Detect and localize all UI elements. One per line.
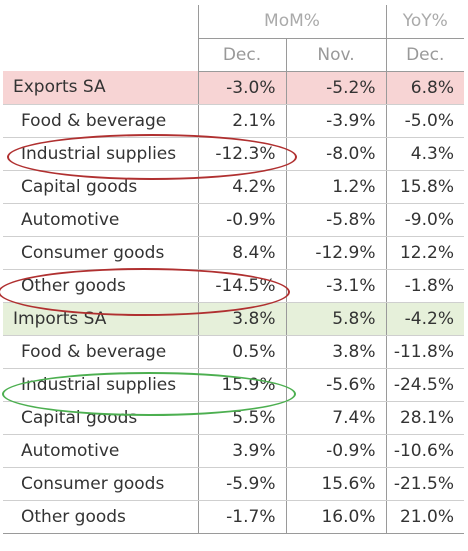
cell-yoy-dec: -21.5% [386, 467, 464, 501]
table-row: Industrial supplies -12.3% -8.0% 4.3% [3, 137, 464, 171]
row-label: Consumer goods [3, 236, 199, 270]
cell-yoy-dec: 15.8% [386, 170, 464, 204]
table-row-imports-sa: Imports SA 3.8% 5.8% -4.2% [3, 302, 464, 336]
cell-mom-nov: -5.6% [286, 368, 387, 402]
row-label: Other goods [3, 269, 199, 303]
cell-mom-nov: -3.9% [286, 104, 387, 138]
cell-mom-dec: -3.0% [198, 71, 287, 105]
row-label: Industrial supplies [3, 137, 199, 171]
row-label: Industrial supplies [3, 368, 199, 402]
row-label: Automotive [3, 203, 199, 237]
cell-yoy-dec: 28.1% [386, 401, 464, 435]
cell-yoy-dec: -4.2% [386, 302, 464, 336]
cell-mom-nov: -3.1% [286, 269, 387, 303]
table-row: Food & beverage 0.5% 3.8% -11.8% [3, 335, 464, 369]
cell-mom-dec: -14.5% [198, 269, 287, 303]
cell-mom-nov: 15.6% [286, 467, 387, 501]
table-row: Automotive 3.9% -0.9% -10.6% [3, 434, 464, 468]
cell-mom-nov: -8.0% [286, 137, 387, 171]
table-row: Capital goods 5.5% 7.4% 28.1% [3, 401, 464, 435]
table-row: Other goods -1.7% 16.0% 21.0% [3, 500, 464, 534]
row-label: Capital goods [3, 401, 199, 435]
header-col-row: Dec. Nov. Dec. [3, 38, 464, 72]
cell-mom-nov: -5.2% [286, 71, 387, 105]
header-group-yoy: YoY% [386, 5, 464, 39]
cell-mom-nov: 5.8% [286, 302, 387, 336]
table-row: Capital goods 4.2% 1.2% 15.8% [3, 170, 464, 204]
header-mom-nov: Nov. [286, 38, 387, 72]
table-row: Consumer goods -5.9% 15.6% -21.5% [3, 467, 464, 501]
cell-mom-dec: 15.9% [198, 368, 287, 402]
cell-mom-dec: 0.5% [198, 335, 287, 369]
cell-mom-nov: 3.8% [286, 335, 387, 369]
cell-yoy-dec: 21.0% [386, 500, 464, 534]
cell-mom-nov: 16.0% [286, 500, 387, 534]
row-label: Imports SA [3, 302, 199, 336]
cell-mom-dec: -12.3% [198, 137, 287, 171]
row-label: Consumer goods [3, 467, 199, 501]
trade-growth-table: MoM% YoY% Dec. Nov. Dec. Exports SA -3.0… [3, 5, 464, 534]
row-label: Food & beverage [3, 104, 199, 138]
cell-mom-dec: 2.1% [198, 104, 287, 138]
header-blank-2 [3, 38, 199, 71]
table-row: Automotive -0.9% -5.8% -9.0% [3, 203, 464, 237]
cell-yoy-dec: -9.0% [386, 203, 464, 237]
cell-mom-nov: 7.4% [286, 401, 387, 435]
cell-yoy-dec: 12.2% [386, 236, 464, 270]
cell-mom-dec: -5.9% [198, 467, 287, 501]
cell-mom-dec: 5.5% [198, 401, 287, 435]
table-row: Food & beverage 2.1% -3.9% -5.0% [3, 104, 464, 138]
cell-mom-dec: -0.9% [198, 203, 287, 237]
cell-mom-nov: -5.8% [286, 203, 387, 237]
header-yoy-dec: Dec. [386, 38, 464, 72]
table-row: Industrial supplies 15.9% -5.6% -24.5% [3, 368, 464, 402]
cell-mom-nov: -0.9% [286, 434, 387, 468]
table-row: Consumer goods 8.4% -12.9% 12.2% [3, 236, 464, 270]
cell-mom-dec: 3.8% [198, 302, 287, 336]
cell-yoy-dec: -1.8% [386, 269, 464, 303]
cell-yoy-dec: 4.3% [386, 137, 464, 171]
cell-mom-dec: 3.9% [198, 434, 287, 468]
cell-mom-dec: -1.7% [198, 500, 287, 534]
row-label: Automotive [3, 434, 199, 468]
row-label: Other goods [3, 500, 199, 534]
row-label: Capital goods [3, 170, 199, 204]
cell-mom-nov: -12.9% [286, 236, 387, 270]
row-label: Exports SA [3, 71, 199, 105]
header-blank [3, 5, 199, 38]
table-row: Other goods -14.5% -3.1% -1.8% [3, 269, 464, 303]
header-group-row: MoM% YoY% [3, 5, 464, 39]
cell-yoy-dec: -5.0% [386, 104, 464, 138]
cell-mom-dec: 8.4% [198, 236, 287, 270]
header-group-mom: MoM% [198, 5, 387, 39]
cell-mom-dec: 4.2% [198, 170, 287, 204]
cell-yoy-dec: 6.8% [386, 71, 464, 105]
row-label: Food & beverage [3, 335, 199, 369]
table-row-exports-sa: Exports SA -3.0% -5.2% 6.8% [3, 71, 464, 105]
cell-yoy-dec: -24.5% [386, 368, 464, 402]
cell-mom-nov: 1.2% [286, 170, 387, 204]
cell-yoy-dec: -10.6% [386, 434, 464, 468]
header-mom-dec: Dec. [198, 38, 287, 72]
cell-yoy-dec: -11.8% [386, 335, 464, 369]
